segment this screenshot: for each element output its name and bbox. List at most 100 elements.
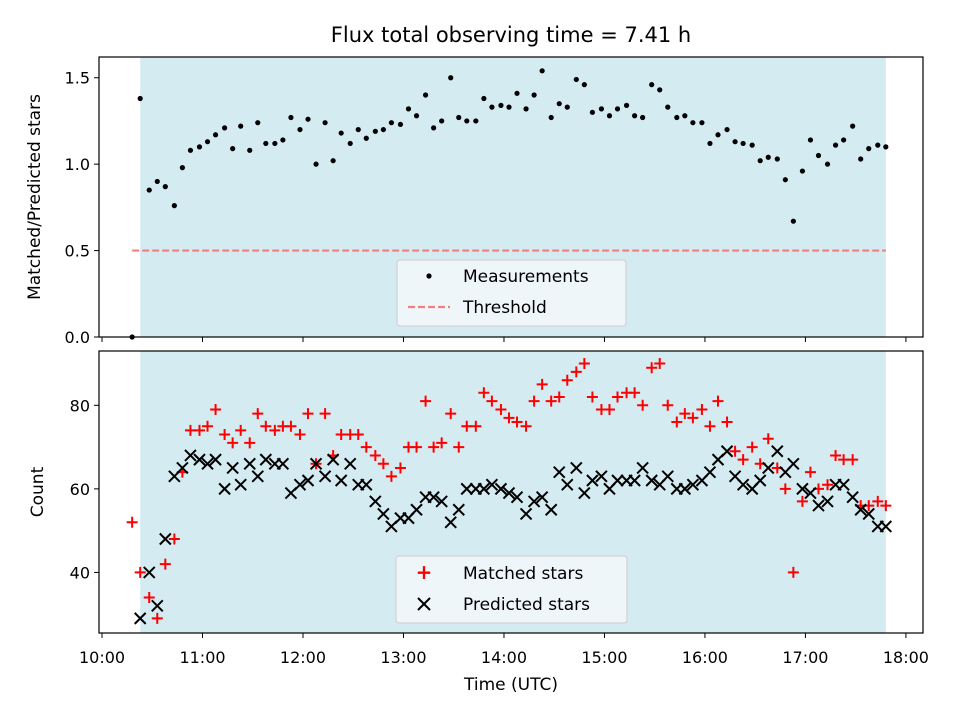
predicted-star-point (334, 474, 348, 487)
matched-star-point (586, 391, 598, 403)
predicted-star-point (360, 478, 373, 491)
predicted-star-point (209, 453, 222, 466)
predicted-star-point (862, 507, 875, 521)
measurement-point (640, 114, 646, 121)
measurement-point (238, 123, 244, 129)
x-tick-label: 17:00 (782, 648, 828, 667)
ratio-y-tick-label: 0.5 (65, 242, 90, 261)
ratio-y-tick-label: 0.0 (65, 328, 90, 347)
predicted-star-point (427, 491, 440, 504)
predicted-star-point (586, 474, 599, 487)
predicted-star-point (159, 532, 172, 546)
count-y-tick-label: 80 (70, 396, 90, 415)
predicted-star-point (502, 486, 516, 500)
measurement-point (824, 161, 831, 167)
measurement-point (573, 76, 579, 83)
measurement-point (690, 120, 696, 126)
predicted-star-point (628, 474, 641, 487)
measurement-point (439, 118, 445, 124)
matched-star-point (385, 470, 397, 482)
matched-star-point (495, 403, 507, 415)
measurement-point (473, 118, 479, 124)
x-tick-label: 15:00 (581, 648, 627, 667)
predicted-star-point (309, 457, 323, 471)
ratio-panel-ylabel: Matched/Predicted stars (25, 94, 45, 300)
ratio-y-tick-label: 1.0 (65, 155, 90, 174)
matched-star-point (159, 558, 171, 570)
measurement-point (230, 146, 236, 152)
count-legend: + Matched stars Predicted stars (395, 555, 628, 624)
measurement-point (187, 147, 194, 153)
predicted-star-point (485, 478, 499, 491)
matched-star-point (646, 362, 658, 374)
predicted-star-point (879, 520, 893, 533)
predicted-star-point (510, 491, 524, 504)
count-legend-box (395, 555, 628, 624)
ratio-panel-frame (98, 56, 924, 338)
predicted-star-point (837, 478, 850, 491)
matched-star-point (804, 466, 816, 478)
matched-star-point (737, 454, 749, 466)
measurement-point (212, 132, 219, 138)
measurement-point (841, 137, 847, 143)
x-tick-label: 13:00 (380, 648, 426, 667)
measurement-point (137, 95, 143, 102)
measurement-point (498, 102, 504, 108)
x-tick-label: 10:00 (79, 648, 125, 667)
measurement-point (154, 178, 160, 185)
predicted-star-point (570, 461, 583, 475)
predicted-star-point (226, 461, 239, 475)
measurement-point (790, 218, 796, 224)
matched-star-point (671, 416, 683, 428)
measurement-point (657, 87, 663, 93)
predicted-star-point (276, 457, 290, 471)
x-axis: 10:00 11:00 12:00 13:00 14:00 15:00 16:00 17:00… (79, 648, 929, 667)
matched-star-point (168, 533, 180, 545)
threshold-legend-label: Threshold (462, 298, 547, 318)
measurement-point (397, 121, 404, 128)
count-panel: 40 60 80 Count + Matched stars Predicted s… (28, 350, 924, 638)
measurement-point (740, 140, 746, 147)
predicted-star-point (477, 482, 491, 496)
x-tick-label: 14:00 (481, 648, 527, 667)
measurement-point (674, 114, 680, 121)
predicted-star-point (377, 507, 390, 521)
x-axis-label: Time (UTC) (463, 675, 558, 695)
measurement-point (623, 102, 630, 108)
predicted-star-point (326, 453, 340, 466)
measurement-point (799, 168, 806, 174)
measurement-point (858, 156, 864, 162)
matched-star-point (319, 408, 331, 420)
measurement-point (707, 140, 713, 147)
predicted-star-point (234, 478, 247, 491)
matched-star-point (729, 445, 741, 457)
matched-star-point (252, 408, 264, 420)
predicted-star-point (771, 445, 784, 458)
measurement-point (539, 68, 545, 74)
measurement-point (531, 92, 537, 98)
measurement-point (338, 130, 344, 136)
measurement-point (765, 154, 771, 160)
matched-star-point (561, 374, 573, 386)
matched-star-point (704, 420, 716, 432)
matched-star-point (637, 399, 649, 411)
matched-star-point (486, 395, 498, 407)
predicted-star-point (812, 499, 825, 512)
measurement-point (146, 187, 152, 193)
predicted-star-point (703, 465, 717, 479)
measurement-point (481, 95, 487, 102)
matched-star-point (536, 378, 548, 390)
matched-star-point (629, 387, 641, 399)
matched-star-point (721, 416, 733, 428)
measurement-point (682, 113, 688, 119)
matched-star-point (151, 612, 163, 624)
matched-star-point (787, 566, 799, 578)
measurement-point (347, 140, 353, 147)
ratio-legend-box (396, 259, 627, 327)
matched-star-point (126, 516, 138, 528)
predicted-star-point (251, 470, 264, 483)
predicted-star-point (578, 486, 591, 500)
chart-title: Flux total observing time = 7.41 h (331, 23, 691, 47)
matched-star-point (244, 437, 256, 449)
